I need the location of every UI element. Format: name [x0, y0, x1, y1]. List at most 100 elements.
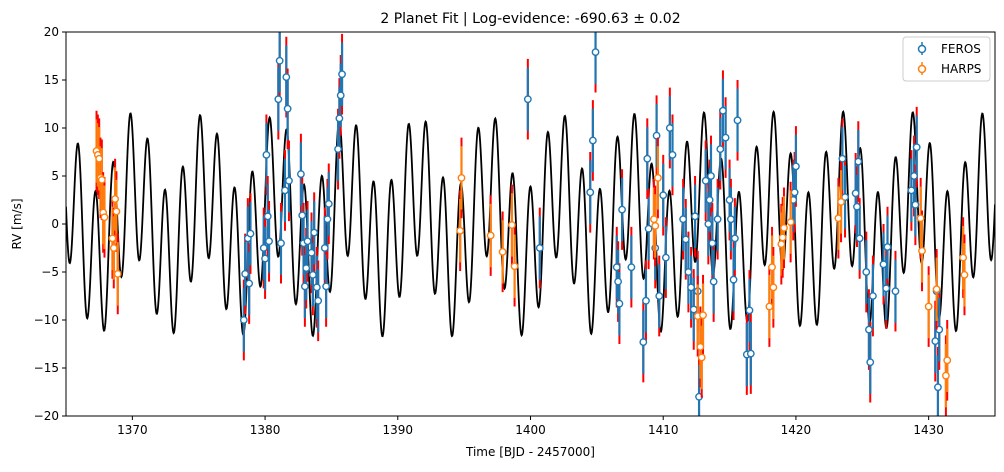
data-point	[262, 150, 271, 159]
x-tick-label: 1420	[781, 423, 812, 437]
data-point	[689, 305, 698, 314]
y-tick-label: −20	[34, 409, 59, 423]
data-point	[523, 95, 532, 104]
data-point	[618, 205, 626, 214]
data-point	[642, 296, 650, 305]
data-point	[681, 235, 690, 244]
data-point	[943, 356, 952, 365]
data-point	[697, 353, 706, 362]
data-point	[282, 73, 291, 82]
data-layer	[92, 32, 969, 416]
data-point	[335, 114, 344, 123]
data-point	[535, 244, 544, 252]
x-tick-label: 1430	[913, 423, 944, 437]
data-point	[281, 186, 289, 195]
data-point	[786, 218, 795, 226]
y-tick-label: −15	[34, 361, 59, 375]
y-tick-label: 5	[51, 169, 59, 183]
data-point	[591, 48, 600, 57]
series-feros	[239, 32, 944, 416]
data-point	[265, 237, 273, 246]
data-point	[334, 145, 342, 154]
data-point	[959, 253, 968, 262]
data-point	[792, 162, 800, 171]
data-point	[768, 263, 776, 272]
data-point	[721, 133, 730, 142]
data-point	[679, 215, 688, 224]
data-point	[654, 174, 662, 182]
data-point	[113, 270, 122, 278]
data-point	[241, 270, 250, 278]
x-tick-label: 1410	[648, 423, 679, 437]
y-tick-label: 0	[51, 217, 59, 231]
data-point	[651, 222, 660, 230]
data-point	[934, 383, 942, 392]
data-point	[246, 229, 255, 238]
data-point	[612, 263, 621, 272]
data-point	[297, 170, 305, 178]
data-point	[644, 224, 653, 233]
data-point	[907, 186, 916, 195]
data-point	[588, 136, 597, 145]
data-point	[854, 157, 863, 166]
data-point	[862, 268, 871, 276]
data-point	[655, 292, 664, 300]
data-point	[719, 106, 727, 115]
data-point	[586, 188, 595, 197]
series-harps	[92, 110, 969, 416]
data-point	[716, 145, 725, 154]
data-point	[95, 154, 104, 163]
data-point	[912, 143, 921, 152]
data-point	[108, 234, 117, 243]
data-point	[916, 214, 925, 223]
data-point	[960, 270, 969, 279]
data-point	[508, 221, 516, 229]
data-point	[851, 189, 860, 198]
data-point	[112, 207, 121, 216]
data-point	[790, 188, 799, 197]
data-point	[111, 195, 120, 203]
data-point	[704, 220, 713, 228]
legend-harps-label: HARPS	[941, 62, 981, 76]
data-point	[834, 214, 843, 223]
data-point	[910, 172, 918, 180]
data-point	[498, 247, 507, 256]
data-point	[659, 191, 668, 200]
data-point	[245, 279, 254, 288]
data-point	[837, 198, 845, 206]
data-point	[855, 234, 864, 243]
data-point	[865, 325, 873, 334]
data-point	[324, 199, 333, 208]
data-point	[302, 264, 311, 273]
data-point	[699, 311, 707, 320]
data-point	[931, 337, 940, 346]
data-point	[320, 244, 329, 252]
y-tick-label: 20	[44, 25, 59, 39]
data-point	[918, 246, 926, 255]
legend-harps-marker	[917, 64, 927, 74]
data-point	[627, 263, 636, 272]
data-point	[725, 196, 734, 204]
data-point	[713, 215, 722, 224]
x-tick-label: 1390	[383, 423, 414, 437]
legend-feros-label: FEROS	[941, 42, 981, 56]
data-point	[777, 240, 786, 249]
data-point	[100, 213, 109, 222]
data-point	[239, 316, 248, 324]
data-point	[639, 338, 648, 346]
data-point	[322, 282, 331, 291]
data-point	[707, 172, 715, 180]
data-point	[486, 231, 495, 240]
data-point	[661, 253, 670, 262]
data-point	[726, 215, 735, 224]
data-point	[300, 282, 309, 291]
y-tick-label: 15	[44, 73, 59, 87]
data-point	[765, 302, 774, 311]
data-point	[109, 244, 118, 252]
x-tick-label: 1380	[250, 423, 281, 437]
data-point	[97, 175, 106, 184]
data-point	[323, 215, 332, 224]
legend-feros-marker	[917, 44, 927, 54]
